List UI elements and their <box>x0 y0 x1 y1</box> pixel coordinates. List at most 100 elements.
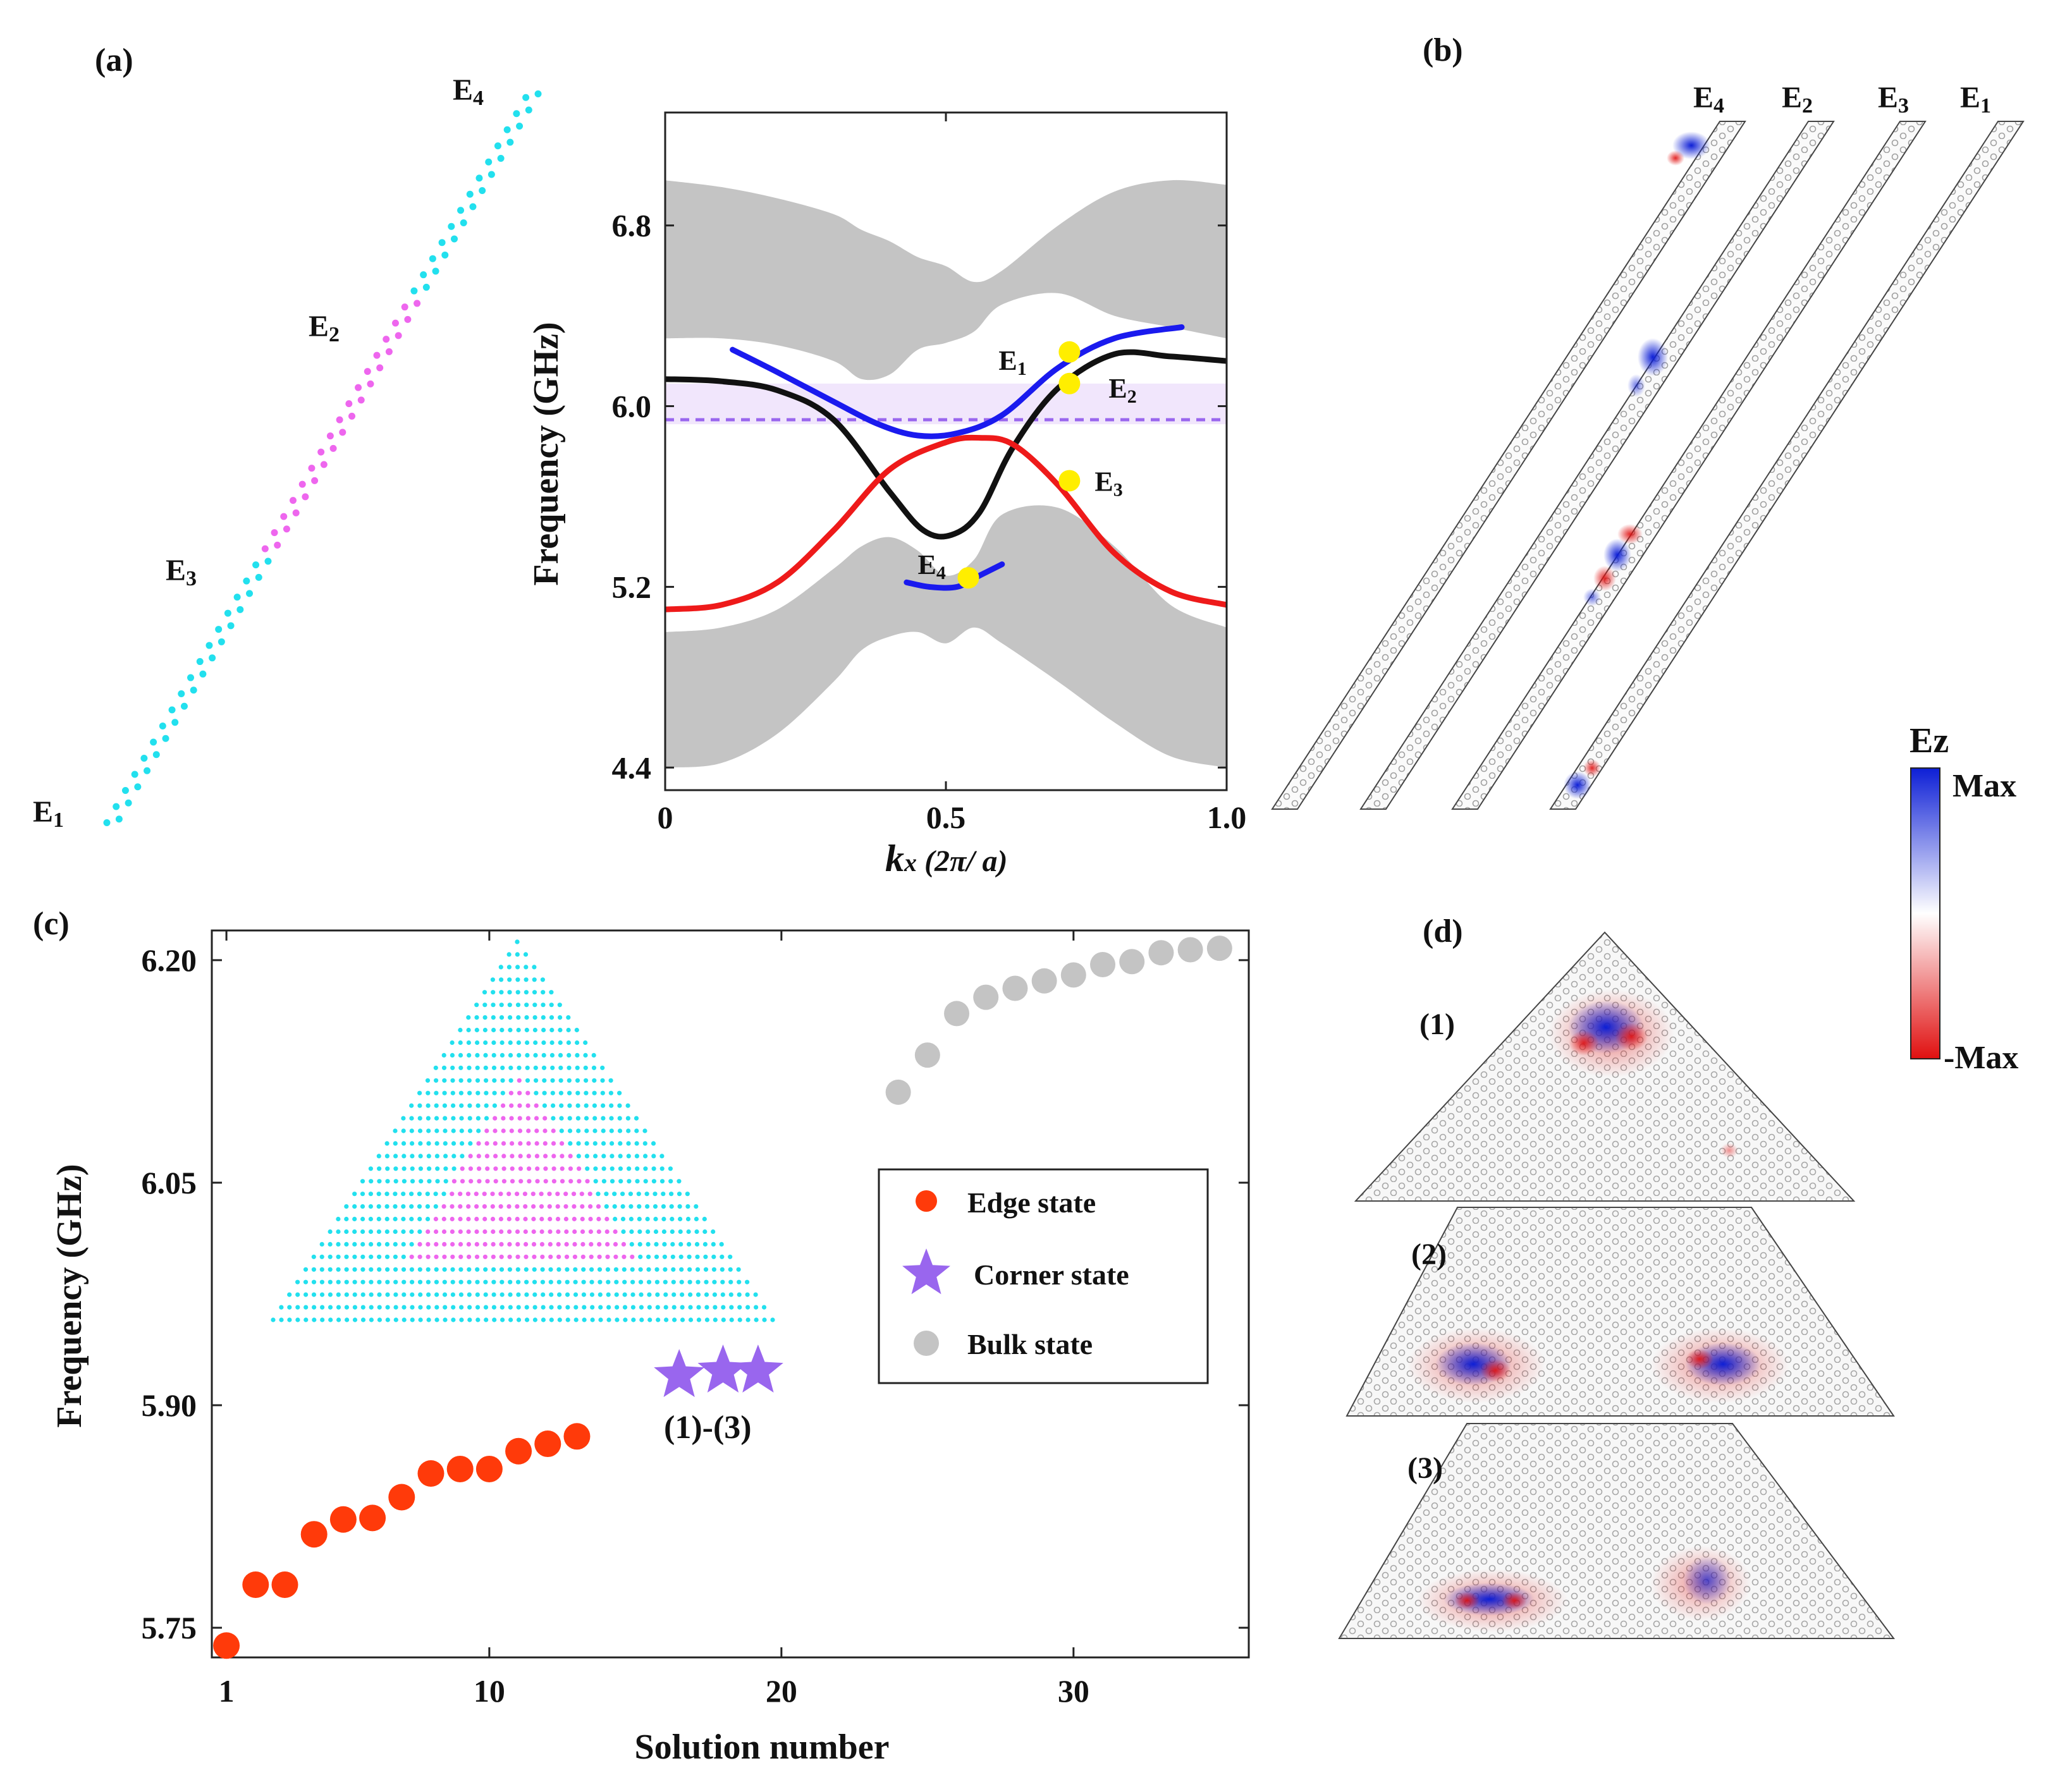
lattice-rod <box>418 1141 423 1146</box>
lattice-rod <box>703 1254 708 1259</box>
lattice-rod <box>627 1166 632 1171</box>
lattice-rod <box>584 1103 589 1108</box>
lattice-rod <box>352 1204 357 1209</box>
lattice-rod <box>524 977 529 982</box>
lattice-rod <box>491 1015 496 1020</box>
lattice-rod <box>328 1254 333 1259</box>
x-tick-label: 0.5 <box>926 800 966 835</box>
ribbon-rod <box>159 723 166 730</box>
lattice-rod <box>532 1292 537 1297</box>
lattice-rod <box>654 1241 659 1247</box>
lattice-rod <box>584 1116 589 1121</box>
ribbon-rod <box>131 771 138 778</box>
lattice-rod <box>541 990 546 995</box>
lattice-rod <box>287 1305 292 1310</box>
lattice-rod <box>677 1179 682 1184</box>
lattice-rod <box>492 1317 497 1322</box>
ribbon-rod <box>134 783 142 791</box>
edge-state-point <box>359 1504 386 1532</box>
ribbon-rod <box>513 110 520 118</box>
lattice-rod <box>328 1317 333 1322</box>
lattice-rod <box>311 1267 316 1272</box>
lattice-rod <box>524 1267 529 1272</box>
lattice-rod <box>525 1052 530 1058</box>
lattice-rod <box>384 1254 390 1259</box>
lattice-rod <box>345 1317 350 1322</box>
lattice-rod <box>568 1179 573 1184</box>
ribbon-rod <box>150 738 157 746</box>
lattice-rod <box>434 1267 439 1272</box>
lattice-rod <box>549 1292 554 1297</box>
lattice-rod <box>518 1179 524 1184</box>
lattice-rod <box>621 1229 626 1235</box>
ribbon-rod <box>391 319 399 327</box>
lattice-rod <box>506 965 512 970</box>
lattice-rod <box>688 1305 693 1310</box>
lattice-rod <box>651 1154 656 1159</box>
lattice-rod <box>469 1179 474 1184</box>
lattice-rod <box>467 1279 472 1284</box>
lattice-rod <box>482 1015 487 1020</box>
bulk-band-1 <box>665 505 1227 768</box>
lattice-rod <box>515 1229 520 1235</box>
lattice-rod <box>524 965 529 970</box>
lattice-rod <box>368 1229 374 1235</box>
lattice-rod <box>518 1141 523 1146</box>
lattice-rod <box>615 1317 620 1322</box>
lattice-rod <box>516 1027 521 1033</box>
lattice-rod <box>377 1254 382 1259</box>
lattice-rod <box>620 1204 625 1209</box>
lattice-rod <box>604 1216 610 1222</box>
ribbon-rod <box>308 465 316 472</box>
lattice-rod <box>573 1267 578 1272</box>
lattice-rod <box>592 1103 598 1108</box>
lattice-rod <box>575 1052 580 1058</box>
lattice-rod <box>704 1292 709 1297</box>
lattice-rod <box>509 1103 514 1108</box>
lattice-rod <box>352 1216 357 1222</box>
ribbon-rod <box>469 203 477 210</box>
lattice-rod <box>336 1317 341 1322</box>
lattice-rod <box>426 1241 431 1247</box>
lattice-rod <box>393 1305 398 1310</box>
lattice-rod <box>532 1279 537 1284</box>
lattice-rod <box>737 1292 742 1297</box>
lattice-rod <box>659 1179 665 1184</box>
lattice-rod <box>550 1090 555 1095</box>
lattice-rod <box>737 1279 742 1284</box>
lattice-rod <box>558 1078 563 1083</box>
lattice-rod <box>597 1254 602 1259</box>
lattice-rod <box>426 1116 431 1121</box>
bulk-state-point <box>1060 962 1086 988</box>
lattice-rod <box>295 1317 300 1322</box>
lattice-rod <box>534 1128 539 1133</box>
lattice-rod <box>558 1027 563 1033</box>
lattice-rod <box>651 1179 656 1184</box>
ribbon-rod <box>410 287 418 295</box>
legend-label-edge: Edge state <box>967 1186 1096 1219</box>
lattice-rod <box>645 1204 650 1209</box>
lattice-rod <box>524 1305 529 1310</box>
lattice-rod <box>613 1241 618 1247</box>
lattice-rod <box>584 1141 589 1146</box>
ribbon-label-e2: E2 <box>309 310 340 346</box>
lattice-rod <box>483 1267 488 1272</box>
lattice-rod <box>588 1216 593 1222</box>
lattice-rod <box>720 1279 725 1284</box>
lattice-rod <box>680 1305 685 1310</box>
lattice-rod <box>531 1241 537 1247</box>
lattice-rod <box>377 1179 382 1184</box>
ribbon-rod <box>522 94 530 101</box>
lattice-rod <box>508 1052 513 1058</box>
lattice-rod <box>441 1204 446 1209</box>
lattice-rod <box>491 1229 496 1235</box>
field-hotspot <box>1583 589 1601 606</box>
lattice-rod <box>360 1317 366 1322</box>
lattice-rod <box>574 1027 579 1033</box>
lattice-rod <box>451 1116 456 1121</box>
field-hotspot <box>1628 374 1645 397</box>
lattice-rod <box>450 1216 455 1222</box>
lattice-rod <box>630 1254 635 1259</box>
legend-label-bulk: Bulk state <box>967 1328 1093 1360</box>
lattice-rod <box>500 1292 505 1297</box>
